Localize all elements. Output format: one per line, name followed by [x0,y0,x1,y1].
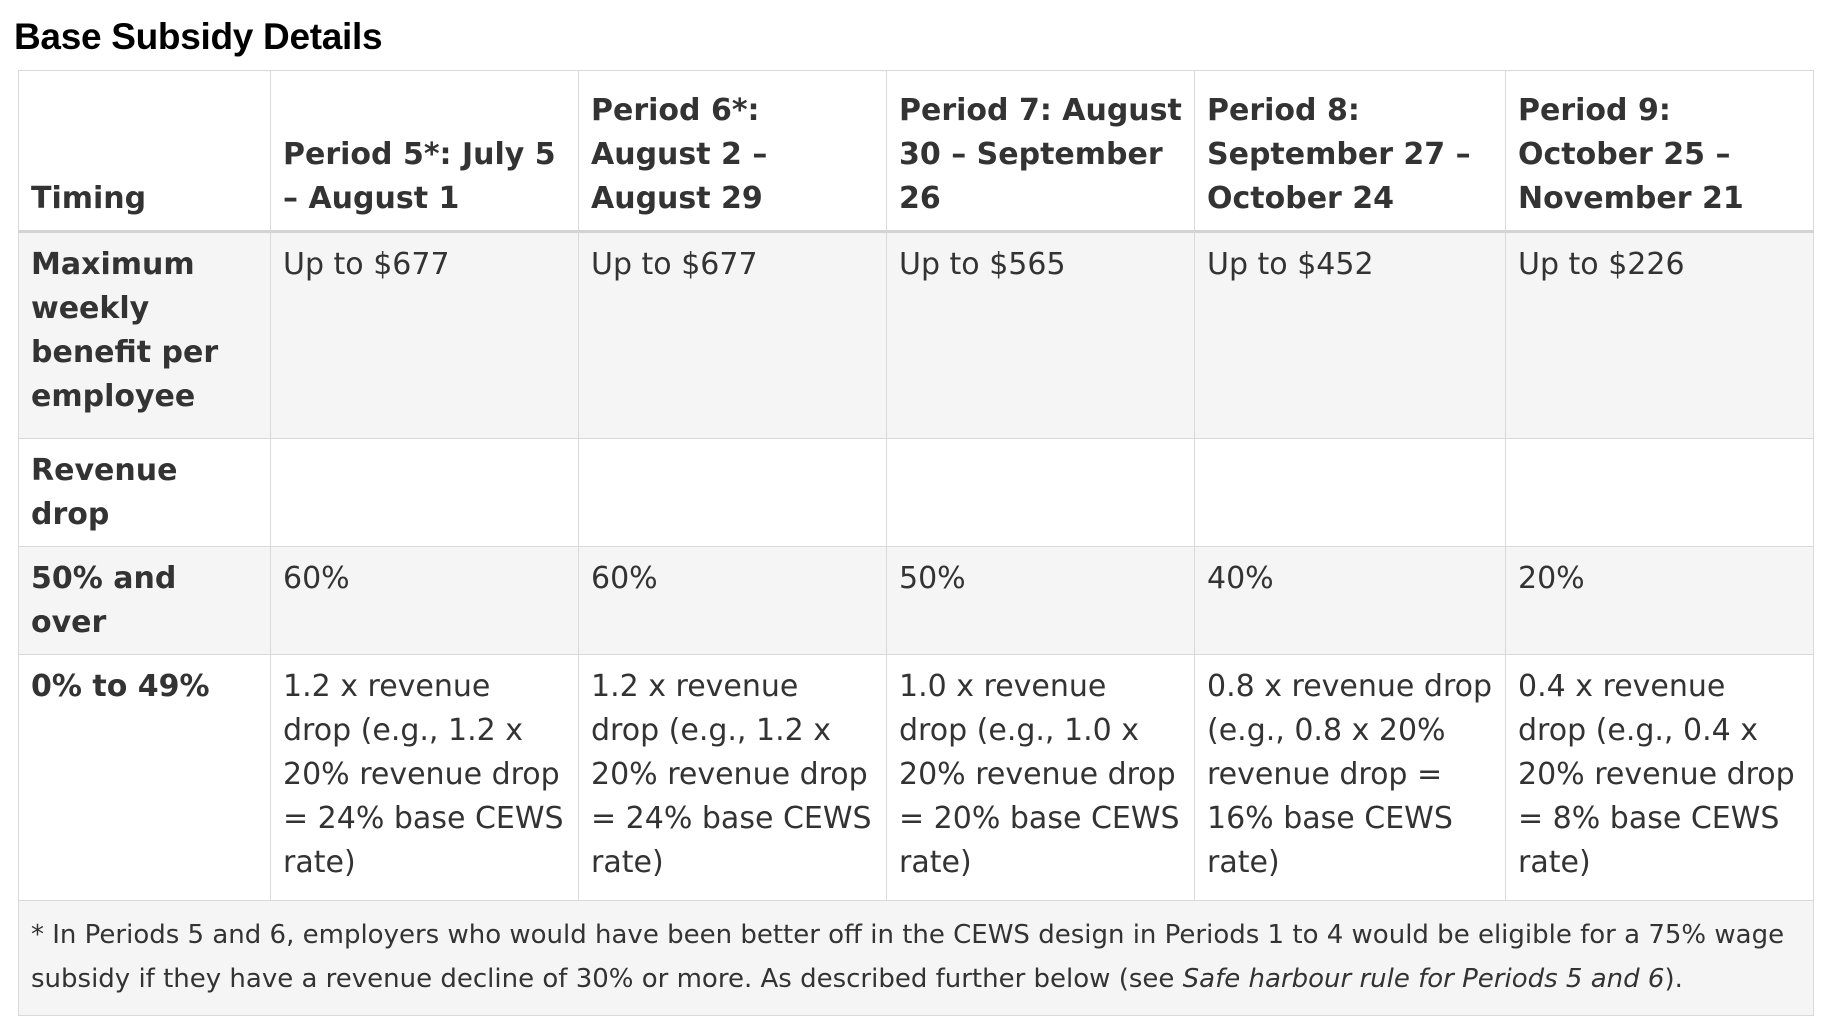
table-cell: Up to $565 [886,231,1195,439]
table-cell: 50% [886,546,1195,655]
table-row: Revenue drop [18,438,1814,547]
table-cell: 0.4 x revenue drop (e.g., 0.4 x 20% reve… [1505,654,1814,901]
table-cell: Up to $452 [1194,231,1506,439]
header-period-9: Period 9: October 25 – November 21 [1505,70,1814,233]
base-subsidy-table: Timing Period 5*: July 5 – August 1 Peri… [18,70,1814,1016]
table-cell: 60% [270,546,579,655]
footnote-row: * In Periods 5 and 6, employers who woul… [18,900,1814,1016]
footnote-text-after: ). [1664,964,1683,994]
table-cell: Up to $677 [578,231,887,439]
table-cell: 60% [578,546,887,655]
page-title: Base Subsidy Details [14,16,383,57]
table-header-row: Timing Period 5*: July 5 – August 1 Peri… [18,70,1814,233]
row-label-0-to-49: 0% to 49% [18,654,271,901]
row-label-revenue-drop: Revenue drop [18,438,271,547]
header-period-5: Period 5*: July 5 – August 1 [270,70,579,233]
table-cell: Up to $226 [1505,231,1814,439]
table-cell: Up to $677 [270,231,579,439]
table-cell: 0.8 x revenue drop (e.g., 0.8 x 20% reve… [1194,654,1506,901]
table-cell [270,438,579,547]
table-cell: 1.0 x revenue drop (e.g., 1.0 x 20% reve… [886,654,1195,901]
table-cell: 1.2 x revenue drop (e.g., 1.2 x 20% reve… [270,654,579,901]
header-period-7: Period 7: August 30 – September 26 [886,70,1195,233]
header-period-6: Period 6*: August 2 – August 29 [578,70,887,233]
table-cell [1194,438,1506,547]
table-cell [1505,438,1814,547]
table-cell: 40% [1194,546,1506,655]
header-period-8: Period 8: September 27 – October 24 [1194,70,1506,233]
row-label-50-and-over: 50% and over [18,546,271,655]
footnote: * In Periods 5 and 6, employers who woul… [18,900,1814,1016]
table-cell: 20% [1505,546,1814,655]
table-row: 50% and over 60% 60% 50% 40% 20% [18,546,1814,655]
table-row: 0% to 49% 1.2 x revenue drop (e.g., 1.2 … [18,654,1814,901]
row-label-max-weekly-benefit: Maximum weekly benefit per employee [18,231,271,439]
header-timing: Timing [18,70,271,233]
table-cell: 1.2 x revenue drop (e.g., 1.2 x 20% reve… [578,654,887,901]
table-cell [578,438,887,547]
footnote-italic-reference: Safe harbour rule for Periods 5 and 6 [1182,964,1665,994]
table-row: Maximum weekly benefit per employee Up t… [18,231,1814,439]
table-cell [886,438,1195,547]
